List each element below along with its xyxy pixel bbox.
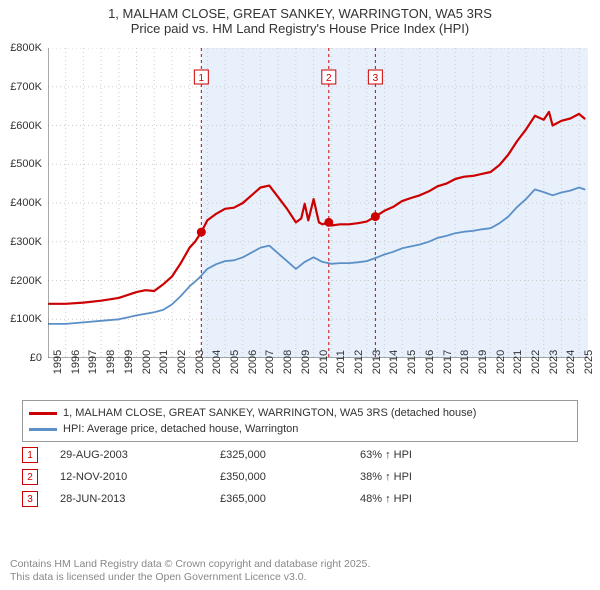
annotation-date: 29-AUG-2003 bbox=[60, 449, 220, 461]
title-block: 1, MALHAM CLOSE, GREAT SANKEY, WARRINGTO… bbox=[0, 0, 600, 38]
annotation-delta: 48% ↑ HPI bbox=[360, 493, 578, 505]
x-tick-label: 2015 bbox=[406, 350, 418, 374]
x-tick-label: 1996 bbox=[70, 350, 82, 374]
annotation-marker: 3 bbox=[22, 491, 38, 507]
legend-swatch bbox=[29, 428, 57, 431]
y-tick-label: £100K bbox=[10, 313, 42, 325]
x-tick-label: 2009 bbox=[300, 350, 312, 374]
x-axis-labels: 1995199619971998199920002001200220032004… bbox=[48, 362, 588, 398]
svg-text:1: 1 bbox=[199, 73, 205, 84]
y-tick-label: £800K bbox=[10, 42, 42, 54]
x-tick-label: 2008 bbox=[282, 350, 294, 374]
x-tick-label: 2022 bbox=[530, 350, 542, 374]
x-tick-label: 1995 bbox=[52, 350, 64, 374]
x-tick-label: 2005 bbox=[229, 350, 241, 374]
annotation-row: 1 29-AUG-2003£325,00063% ↑ HPI bbox=[22, 444, 578, 466]
x-tick-label: 2006 bbox=[247, 350, 259, 374]
y-tick-label: £300K bbox=[10, 236, 42, 248]
x-tick-label: 1998 bbox=[105, 350, 117, 374]
x-tick-label: 1999 bbox=[123, 350, 135, 374]
x-tick-label: 2002 bbox=[176, 350, 188, 374]
annotation-marker: 1 bbox=[22, 447, 38, 463]
y-tick-label: £500K bbox=[10, 158, 42, 170]
x-tick-label: 2014 bbox=[388, 350, 400, 374]
x-tick-label: 2024 bbox=[565, 350, 577, 374]
y-tick-label: £700K bbox=[10, 81, 42, 93]
legend-box: 1, MALHAM CLOSE, GREAT SANKEY, WARRINGTO… bbox=[22, 400, 578, 442]
x-tick-label: 2018 bbox=[459, 350, 471, 374]
annotation-price: £365,000 bbox=[220, 493, 360, 505]
x-tick-label: 2004 bbox=[211, 350, 223, 374]
chart-container: 1, MALHAM CLOSE, GREAT SANKEY, WARRINGTO… bbox=[0, 0, 600, 590]
y-tick-label: £600K bbox=[10, 120, 42, 132]
footer-attribution: Contains HM Land Registry data © Crown c… bbox=[10, 558, 590, 584]
annotation-price: £350,000 bbox=[220, 471, 360, 483]
x-tick-label: 1997 bbox=[87, 350, 99, 374]
x-tick-label: 2001 bbox=[158, 350, 170, 374]
chart-plot-area: 1 2 3 bbox=[48, 48, 588, 358]
annotation-row: 3 28-JUN-2013£365,00048% ↑ HPI bbox=[22, 488, 578, 510]
annotation-delta: 63% ↑ HPI bbox=[360, 449, 578, 461]
title-line1: 1, MALHAM CLOSE, GREAT SANKEY, WARRINGTO… bbox=[10, 6, 590, 21]
y-tick-label: £200K bbox=[10, 275, 42, 287]
legend-row: 1, MALHAM CLOSE, GREAT SANKEY, WARRINGTO… bbox=[29, 405, 571, 421]
x-tick-label: 2019 bbox=[477, 350, 489, 374]
x-tick-label: 2007 bbox=[264, 350, 276, 374]
y-tick-label: £0 bbox=[30, 352, 42, 364]
x-tick-label: 2020 bbox=[495, 350, 507, 374]
annotation-table: 1 29-AUG-2003£325,00063% ↑ HPI 2 12-NOV-201… bbox=[22, 444, 578, 510]
annotation-delta: 38% ↑ HPI bbox=[360, 471, 578, 483]
x-tick-label: 2000 bbox=[141, 350, 153, 374]
x-tick-label: 2025 bbox=[583, 350, 595, 374]
annotation-date: 28-JUN-2013 bbox=[60, 493, 220, 505]
annotation-row: 2 12-NOV-2010£350,00038% ↑ HPI bbox=[22, 466, 578, 488]
x-tick-label: 2012 bbox=[353, 350, 365, 374]
legend-label: 1, MALHAM CLOSE, GREAT SANKEY, WARRINGTO… bbox=[63, 407, 476, 419]
chart-svg: 1 2 3 bbox=[48, 48, 588, 358]
title-line2: Price paid vs. HM Land Registry's House … bbox=[10, 21, 590, 36]
footer-line2: This data is licensed under the Open Gov… bbox=[10, 571, 590, 584]
y-tick-label: £400K bbox=[10, 197, 42, 209]
svg-text:2: 2 bbox=[326, 73, 332, 84]
legend-label: HPI: Average price, detached house, Warr… bbox=[63, 423, 298, 435]
x-tick-label: 2023 bbox=[548, 350, 560, 374]
footer-line1: Contains HM Land Registry data © Crown c… bbox=[10, 558, 590, 571]
legend-swatch bbox=[29, 412, 57, 415]
y-axis-labels: £0£100K£200K£300K£400K£500K£600K£700K£80… bbox=[0, 48, 46, 358]
legend-row: HPI: Average price, detached house, Warr… bbox=[29, 421, 571, 437]
x-tick-label: 2013 bbox=[371, 350, 383, 374]
x-tick-label: 2016 bbox=[424, 350, 436, 374]
svg-text:3: 3 bbox=[373, 73, 379, 84]
annotation-date: 12-NOV-2010 bbox=[60, 471, 220, 483]
x-tick-label: 2011 bbox=[335, 350, 347, 374]
annotation-marker: 2 bbox=[22, 469, 38, 485]
x-tick-label: 2010 bbox=[318, 350, 330, 374]
annotation-price: £325,000 bbox=[220, 449, 360, 461]
x-tick-label: 2021 bbox=[512, 350, 524, 374]
x-tick-label: 2017 bbox=[442, 350, 454, 374]
x-tick-label: 2003 bbox=[194, 350, 206, 374]
